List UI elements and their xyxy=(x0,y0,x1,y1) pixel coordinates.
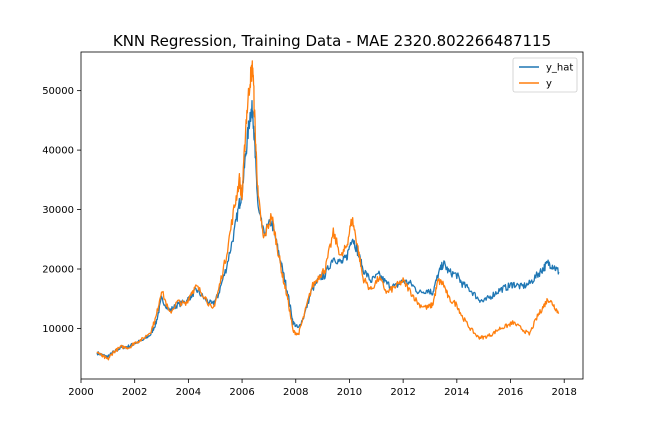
legend: y_hat y xyxy=(512,57,578,93)
y-tick-label-30000: 30000 xyxy=(42,205,74,216)
x-tick-label-2006: 2006 xyxy=(229,387,254,398)
y-tick-label-20000: 20000 xyxy=(42,265,74,276)
x-tick-label-2014: 2014 xyxy=(444,387,469,398)
x-tick-label-2000: 2000 xyxy=(68,387,93,398)
series-line-y xyxy=(96,60,560,361)
y-axis: 10000 20000 30000 40000 50000 xyxy=(42,86,81,335)
x-tick-label-2016: 2016 xyxy=(498,387,523,398)
x-tick-label-2002: 2002 xyxy=(122,387,147,398)
x-tick-label-2018: 2018 xyxy=(551,387,576,398)
series-layer xyxy=(96,60,560,361)
x-axis: 2000 2002 2004 2006 2008 2010 2012 2014 2016 2018 xyxy=(68,379,577,398)
y-tick-label-40000: 40000 xyxy=(42,146,74,157)
plot-area-frame xyxy=(80,51,584,380)
series-line-y-hat xyxy=(96,100,560,359)
x-tick-label-2008: 2008 xyxy=(283,387,308,398)
x-tick-label-2012: 2012 xyxy=(390,387,415,398)
legend-label-y: y xyxy=(546,79,552,90)
y-tick-label-50000: 50000 xyxy=(42,86,74,97)
chart-title: KNN Regression, Training Data - MAE 2320… xyxy=(113,32,551,50)
x-tick-label-2010: 2010 xyxy=(337,387,362,398)
y-tick-label-10000: 10000 xyxy=(42,324,74,335)
legend-label-y-hat: y_hat xyxy=(546,63,573,74)
x-tick-label-2004: 2004 xyxy=(176,387,201,398)
